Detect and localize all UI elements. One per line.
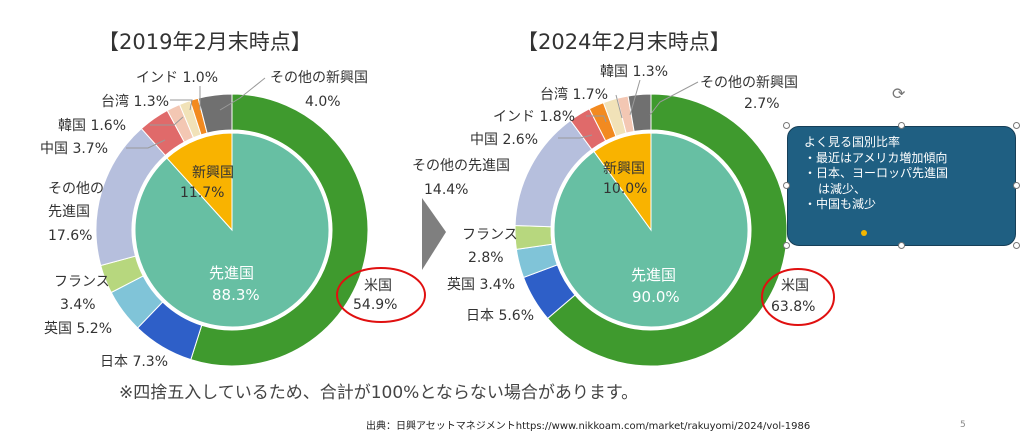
slice-label: 14.4% (424, 182, 468, 198)
slice-label: 17.6% (48, 228, 92, 244)
slice-label: その他の先進国 (412, 158, 510, 174)
callout-title: よく見る国別比率 (804, 135, 901, 149)
footnote: ※四捨五入しているため、合計が100%とならない場合があります。 (119, 383, 639, 403)
chart-labels: 新興国 11.7% 先進国 88.3% 米国 54.9% 日本 7.3% 英国 5.2% フラン… (40, 64, 835, 370)
callout-item: ・日本、ヨーロッパ先進国 (804, 166, 949, 180)
slice-label: 4.0% (305, 94, 341, 110)
callout-item: ・最近はアメリカ増加傾向 (804, 150, 948, 165)
resize-handle-top[interactable] (898, 122, 905, 129)
slice-label: 中国 2.6% (470, 132, 538, 148)
inner-slice (593, 132, 652, 232)
leader-line (126, 139, 166, 149)
leader-line (629, 79, 641, 116)
resize-handle-top-left[interactable] (783, 122, 790, 129)
chart-title-2024: 【2024年2月末時点】 (517, 30, 731, 54)
slice-label: その他の新興国 (700, 75, 798, 91)
slice-label: 日本 5.6% (466, 308, 534, 324)
resize-handle-bottom-right[interactable] (1013, 242, 1020, 249)
leader-line (558, 134, 593, 139)
slice-label: 先進国 (631, 266, 676, 284)
slice-label: 台湾 1.3% (101, 93, 169, 110)
outer-slice (546, 93, 788, 367)
slice-label: 台湾 1.7% (540, 86, 608, 103)
slice-label: 63.8% (771, 299, 815, 315)
inner-slice (134, 132, 330, 328)
slice-label: 英国 5.2% (44, 320, 112, 337)
outer-slice (190, 93, 369, 367)
pie-chart-2019 (95, 93, 369, 367)
slice-label: 英国 3.4% (447, 276, 515, 293)
leader-line (649, 81, 699, 116)
slice-label: 先進国 (48, 204, 90, 220)
transition-arrow (422, 198, 446, 270)
source-citation: 出典：日興アセットマネジメントhttps://www.nikkoam.com/m… (366, 421, 811, 432)
slice-label: インド 1.0% (136, 70, 218, 86)
slice-label: 88.3% (212, 286, 260, 304)
rotate-handle-icon[interactable]: ⟳ (892, 84, 906, 103)
highlight-circle-us-2019 (336, 267, 426, 323)
highlight-circle-us-2024 (761, 268, 835, 326)
adjust-handle-icon[interactable] (861, 230, 867, 236)
slice-label: 中国 3.7% (40, 141, 108, 157)
leader-line (150, 116, 184, 126)
leader-line (170, 99, 193, 111)
slice-label: 先進国 (209, 264, 254, 282)
slice-label: その他の (48, 181, 104, 197)
leader-line (615, 94, 623, 119)
slice-label: 54.9% (353, 297, 397, 313)
callout-item: は減少、 (818, 181, 867, 196)
outer-slice (197, 93, 233, 134)
slice-label: 2.8% (468, 250, 504, 266)
slice-label: フランス (54, 274, 110, 290)
slice-label: 日本 7.3% (100, 354, 168, 370)
chart-title-2019: 【2019年2月末時点】 (98, 30, 312, 54)
resize-handle-top-right[interactable] (1013, 122, 1020, 129)
leader-line (586, 115, 607, 123)
pie-chart-2024 (514, 93, 788, 367)
slice-label: その他の新興国 (270, 70, 368, 86)
resize-handle-bottom-left[interactable] (783, 242, 790, 249)
slice-label: 11.7% (180, 185, 224, 201)
resize-handle-right[interactable] (1013, 182, 1020, 189)
slice-label: 韓国 1.3% (600, 64, 668, 80)
inner-slice (166, 132, 233, 232)
resize-handle-left[interactable] (783, 182, 790, 189)
callout-note[interactable]: よく見る国別比率 ・最近はアメリカ増加傾向 ・日本、ヨーロッパ先進国 は減少、 … (787, 126, 1016, 246)
page-number: 5 (960, 420, 966, 430)
slice-label: 2.7% (744, 96, 780, 112)
slice-label: 90.0% (632, 288, 680, 306)
slice-label: 韓国 1.6% (58, 118, 126, 134)
slice-label: 新興国 (603, 161, 645, 177)
resize-handle-bottom[interactable] (898, 242, 905, 249)
slice-label: 3.4% (60, 297, 96, 313)
slice-label: 米国 (781, 278, 809, 294)
slice-label: 米国 (364, 278, 392, 294)
callout-item: ・中国も減少 (804, 197, 877, 211)
leader-line (219, 77, 266, 111)
slice-label: 新興国 (192, 165, 234, 181)
slice-label: フランス (462, 227, 518, 243)
slice-label: 10.0% (603, 181, 647, 197)
slice-label: インド 1.8% (493, 109, 575, 125)
